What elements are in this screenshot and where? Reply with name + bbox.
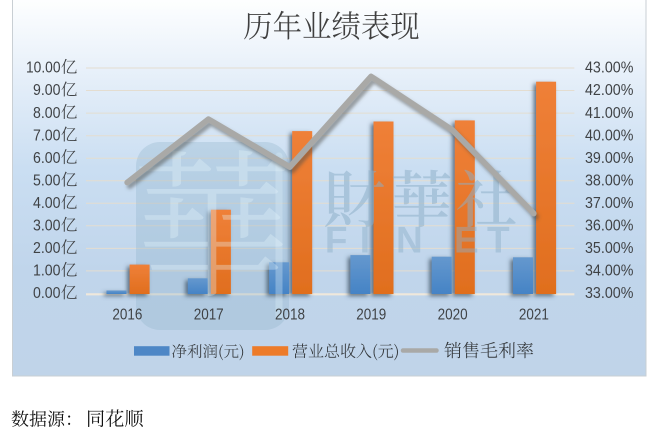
svg-text:1.00: 1.00 (33, 263, 61, 280)
svg-text:37.00%: 37.00% (585, 195, 634, 212)
svg-text:9.00: 9.00 (33, 82, 61, 99)
svg-text:2.00: 2.00 (33, 240, 61, 257)
svg-text:5.00: 5.00 (33, 172, 61, 189)
svg-text:N: N (396, 220, 423, 261)
svg-text:38.00%: 38.00% (585, 172, 634, 189)
svg-text:3.00: 3.00 (33, 218, 61, 235)
svg-text:40.00%: 40.00% (585, 127, 634, 144)
svg-text:43.00%: 43.00% (585, 60, 634, 77)
svg-text:T: T (487, 220, 510, 261)
svg-text:E: E (454, 220, 479, 261)
svg-text:F: F (325, 220, 348, 261)
svg-text:6.00: 6.00 (33, 150, 61, 167)
svg-text:33.00%: 33.00% (585, 285, 634, 302)
svg-text:10.00: 10.00 (26, 60, 61, 77)
svg-text:2019: 2019 (356, 306, 386, 323)
svg-text:8.00: 8.00 (33, 105, 61, 122)
svg-text:34.00%: 34.00% (585, 263, 634, 280)
svg-text:2018: 2018 (275, 306, 305, 323)
svg-text:35.00%: 35.00% (585, 240, 634, 257)
svg-text:4.00: 4.00 (33, 195, 61, 212)
svg-text:2020: 2020 (438, 306, 468, 323)
svg-text:41.00%: 41.00% (585, 105, 634, 122)
svg-text:I: I (360, 220, 370, 261)
svg-text:39.00%: 39.00% (585, 150, 634, 167)
svg-text:36.00%: 36.00% (585, 218, 634, 235)
svg-text:7.00: 7.00 (33, 127, 61, 144)
svg-text:0.00: 0.00 (33, 285, 61, 302)
svg-text:2021: 2021 (519, 306, 549, 323)
svg-text:2017: 2017 (194, 306, 224, 323)
svg-text:2016: 2016 (112, 306, 142, 323)
svg-text:42.00%: 42.00% (585, 82, 634, 99)
